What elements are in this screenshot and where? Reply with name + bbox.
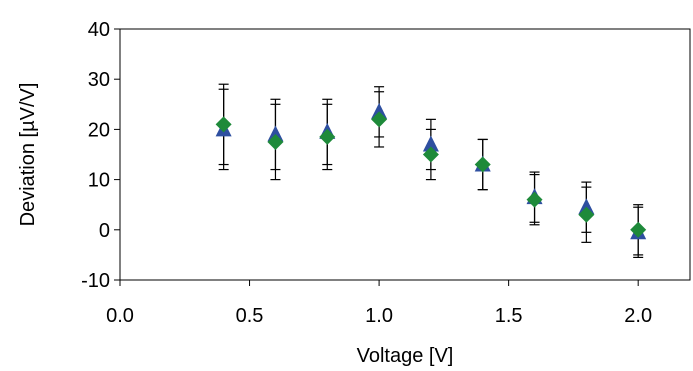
plot-border <box>119 28 691 281</box>
y-tick-label: 0 <box>99 220 110 242</box>
x-tick-label: 0.5 <box>236 305 264 327</box>
x-tick-label: 1.5 <box>495 305 523 327</box>
x-tick-label: 0.0 <box>106 305 134 327</box>
x-tick-label: 2.0 <box>624 305 652 327</box>
x-axis-label: Voltage [V] <box>357 345 454 367</box>
y-tick-label: 40 <box>88 19 110 41</box>
y-tick-label: 20 <box>88 119 110 141</box>
y-axis: -10 0 10 20 30 40 <box>81 19 120 292</box>
diamond-point <box>319 128 336 145</box>
y-tick-label: 30 <box>88 69 110 91</box>
y-axis-label: Deviation [µV/V] <box>17 83 39 227</box>
y-tick-label: 10 <box>88 170 110 192</box>
diamond-point <box>630 221 647 238</box>
diamond-point <box>422 146 439 163</box>
x-tick-label: 1.0 <box>365 305 393 327</box>
triangle-point <box>578 198 595 215</box>
diamond-point <box>267 133 284 150</box>
diamond-point <box>474 156 491 173</box>
diamond-point <box>578 206 595 223</box>
data-series <box>215 83 647 259</box>
y-tick-label: -10 <box>81 270 110 292</box>
plot-area <box>119 28 691 281</box>
triangle-point <box>267 125 284 142</box>
diamond-point <box>215 116 232 133</box>
triangle-point <box>422 135 439 152</box>
x-axis: 0.0 0.5 1.0 1.5 2.0 <box>106 280 652 327</box>
diamond-point <box>371 111 388 128</box>
triangle-point <box>371 102 388 119</box>
diamond-point <box>526 191 543 208</box>
